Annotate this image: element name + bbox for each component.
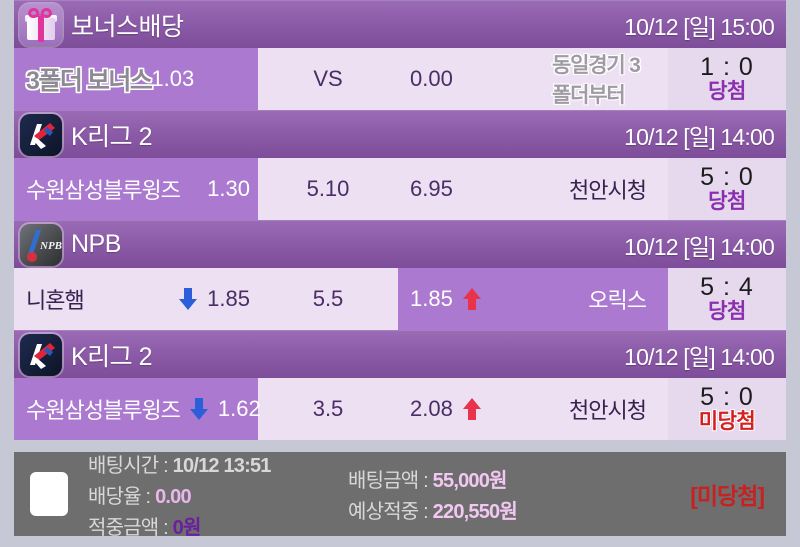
result-badge: 미당첨 <box>698 409 756 433</box>
bonus-label: 3폴더 보너스 <box>26 67 153 95</box>
away-team-cell[interactable]: 천안시청 <box>538 158 668 220</box>
draw-odds: 3.5 <box>312 396 344 421</box>
bet-amount-value: 55,000원 <box>432 470 508 492</box>
draw-odds: VS <box>313 66 343 91</box>
score-cell: 5 : 0 당첨 <box>668 158 786 220</box>
kleague-icon <box>20 113 62 156</box>
home-odds-down-arrow <box>179 288 198 310</box>
bonus-note: 동일경기 3폴더부터 <box>552 54 641 107</box>
home-team-name: 니혼햄 <box>26 288 85 313</box>
league-name: K리그 2 <box>71 122 153 151</box>
bet-row: 3폴더 보너스 1.03 VS 0.00 동일경기 3폴더부터 1 : 0 당첨 <box>14 48 786 110</box>
draw-cell[interactable]: 3.5 <box>258 378 398 440</box>
away-team-name: 천안시청 <box>569 178 647 203</box>
score-cell: 5 : 0 미당첨 <box>668 378 786 440</box>
slip-footer: 배팅시간 : 10/12 13:51 배당율 : 0.00 적중금액 : 0원 배팅금… <box>14 452 786 539</box>
final-score: 5 : 0 <box>700 163 754 192</box>
bet-amount: 배팅금액 : 55,000원 <box>348 464 618 493</box>
league-name: 보너스배당 <box>71 12 184 41</box>
home-team-name: 수원삼성블루윙즈 <box>26 398 181 423</box>
away-odds-up-arrow <box>462 288 481 310</box>
overall-result-badge: [미당첨] <box>690 483 765 509</box>
home-selection-cell[interactable]: 니혼햄 1.85 <box>14 268 258 330</box>
match-datetime: 10/12 [일] 15:00 <box>624 13 775 40</box>
bet-time-value: 10/12 13:51 <box>172 454 272 477</box>
bet-time: 배팅시간 : 10/12 13:51 <box>88 449 348 478</box>
league-header-3: K리그 2 10/12 [일] 14:00 <box>14 330 786 378</box>
away-odds: 6.95 <box>410 176 453 201</box>
result-badge: 당첨 <box>708 79 746 103</box>
away-team-cell[interactable]: 천안시청 <box>538 378 668 440</box>
gift-icon <box>20 3 62 46</box>
draw-cell[interactable]: VS <box>258 48 398 110</box>
select-checkbox[interactable] <box>30 472 68 516</box>
league-header-2: NPB NPB 10/12 [일] 14:00 <box>14 220 786 268</box>
away-odds: 2.08 <box>410 396 453 421</box>
svg-text:NPB: NPB <box>39 240 62 252</box>
npb-icon: NPB <box>20 223 62 266</box>
home-odds: 1.03 <box>151 66 195 91</box>
total-odds-value: 0.00 <box>155 485 192 508</box>
score-cell: 1 : 0 당첨 <box>668 48 786 110</box>
home-selection-cell[interactable]: 3폴더 보너스 1.03 <box>14 48 258 110</box>
expected-payout-value: 220,550원 <box>432 501 518 523</box>
draw-cell[interactable]: 5.5 <box>258 268 398 330</box>
draw-odds: 5.10 <box>306 176 350 201</box>
home-selection-cell[interactable]: 수원삼성블루윙즈 1.30 <box>14 158 258 220</box>
expected-payout: 예상적중 : 220,550원 <box>348 495 618 524</box>
league-header-0: 보너스배당 10/12 [일] 15:00 <box>14 0 786 48</box>
bet-row: 니혼햄 1.85 5.5 1.85 오릭스 5 : 4 당첨 <box>14 268 786 330</box>
away-odds-cell[interactable]: 6.95 <box>398 158 538 220</box>
match-datetime: 10/12 [일] 14:00 <box>624 123 775 150</box>
league-header-1: K리그 2 10/12 [일] 14:00 <box>14 110 786 158</box>
away-team-name: 오릭스 <box>588 288 647 313</box>
final-score: 5 : 4 <box>700 273 754 302</box>
kleague-icon <box>20 333 62 376</box>
away-odds: 0.00 <box>410 66 453 91</box>
match-datetime: 10/12 [일] 14:00 <box>624 343 775 370</box>
draw-odds: 5.5 <box>312 286 344 311</box>
footer-right-column: 배팅금액 : 55,000원 예상적중 : 220,550원 <box>348 464 618 524</box>
total-odds-label: 배당율 : <box>88 485 156 508</box>
result-badge: 당첨 <box>708 189 746 213</box>
away-odds-up-arrow <box>462 398 481 420</box>
away-team-cell[interactable]: 동일경기 3폴더부터 <box>538 48 668 110</box>
away-team-cell[interactable]: 오릭스 <box>538 268 668 330</box>
home-odds: 1.62 <box>217 396 261 421</box>
home-odds-down-arrow <box>189 398 208 420</box>
hit-amount: 적중금액 : 0원 <box>88 511 348 540</box>
home-odds: 1.85 <box>207 286 250 311</box>
away-team-name: 천안시청 <box>569 398 647 423</box>
final-score: 5 : 0 <box>700 383 754 412</box>
hit-amount-label: 적중금액 : <box>88 516 173 539</box>
draw-cell[interactable]: 5.10 <box>258 158 398 220</box>
away-odds-cell[interactable]: 2.08 <box>398 378 538 440</box>
total-odds: 배당율 : 0.00 <box>88 480 348 509</box>
away-odds-cell[interactable]: 1.85 <box>398 268 538 330</box>
final-score: 1 : 0 <box>700 53 754 82</box>
home-selection-cell[interactable]: 수원삼성블루윙즈 1.62 <box>14 378 261 440</box>
away-odds: 1.85 <box>410 286 453 311</box>
bet-amount-label: 배팅금액 : <box>348 470 433 492</box>
bet-row: 수원삼성블루윙즈 1.62 3.5 2.08 천안시청 5 : 0 미당첨 <box>14 378 786 440</box>
match-datetime: 10/12 [일] 14:00 <box>624 233 775 260</box>
away-odds-cell[interactable]: 0.00 <box>398 48 538 110</box>
bet-time-label: 배팅시간 : <box>88 454 173 477</box>
bet-row: 수원삼성블루윙즈 1.30 5.10 6.95 천안시청 5 : 0 당첨 <box>14 158 786 220</box>
hit-amount-value: 0원 <box>172 516 202 539</box>
home-team-name: 수원삼성블루윙즈 <box>26 178 181 203</box>
league-name: NPB <box>71 230 121 258</box>
expected-payout-label: 예상적중 : <box>348 501 433 523</box>
result-badge: 당첨 <box>708 299 746 323</box>
home-odds: 1.30 <box>207 176 250 201</box>
league-name: K리그 2 <box>71 342 153 371</box>
score-cell: 5 : 4 당첨 <box>668 268 786 330</box>
footer-left-column: 배팅시간 : 10/12 13:51 배당율 : 0.00 적중금액 : 0원 <box>88 449 348 540</box>
